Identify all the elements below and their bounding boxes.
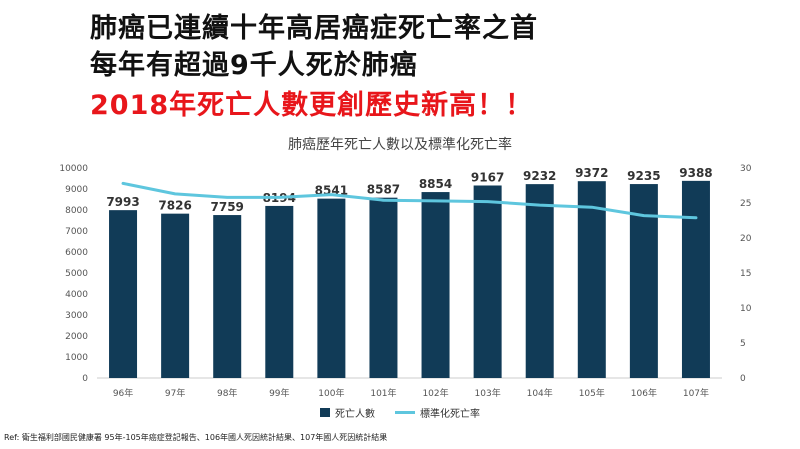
bar	[681, 180, 710, 378]
headline-line-2: 每年有超過9千人死於肺癌	[90, 50, 418, 81]
headline-line-1: 肺癌已連續十年高居癌症死亡率之首	[90, 13, 538, 44]
legend-item-rate: 標準化死亡率	[395, 405, 480, 420]
x-tick-label: 96年	[113, 387, 133, 399]
x-tick-label: 102年	[422, 387, 448, 399]
bar-value-label: 9232	[523, 169, 556, 183]
legend-swatch-line	[395, 411, 415, 414]
x-tick-label: 101年	[370, 387, 396, 399]
x-tick-label: 107年	[683, 387, 709, 399]
legend-label-rate: 標準化死亡率	[420, 409, 480, 420]
bar	[525, 184, 554, 378]
bar-value-label: 8587	[367, 183, 400, 197]
y-left-tick-label: 8000	[65, 206, 88, 216]
y-right-tick-label: 20	[740, 234, 752, 244]
y-right-tick-label: 10	[740, 304, 752, 314]
bar-value-label: 7759	[211, 200, 244, 214]
y-left-tick-label: 5000	[65, 269, 88, 279]
x-tick-label: 99年	[269, 387, 289, 399]
y-right-tick-label: 15	[740, 269, 751, 279]
headline-line-3: 2018年死亡人數更創歷史新高！！	[90, 90, 534, 121]
y-right-tick-label: 0	[740, 374, 746, 384]
y-right-tick-label: 5	[740, 339, 746, 349]
x-tick-label: 106年	[631, 387, 657, 399]
y-left-tick-label: 7000	[65, 227, 88, 237]
bar	[577, 181, 606, 378]
legend-item-deaths: 死亡人數	[320, 405, 375, 420]
bar	[421, 192, 450, 378]
x-tick-label: 97年	[165, 387, 185, 399]
x-tick-label: 105年	[579, 387, 605, 399]
x-tick-label: 103年	[475, 387, 501, 399]
x-tick-label: 100年	[318, 387, 344, 399]
bar-value-label: 9167	[471, 170, 504, 184]
bar	[109, 210, 138, 378]
bar	[213, 215, 242, 378]
bar	[161, 213, 190, 378]
legend-swatch-bar	[320, 408, 330, 417]
y-left-tick-label: 9000	[65, 185, 88, 195]
x-tick-label: 104年	[527, 387, 553, 399]
reference-note: Ref: 衛生福利部國民健康署 95年-105年癌症登記報告、106年國人死因統…	[4, 433, 388, 442]
bar-value-label: 7826	[158, 199, 191, 213]
bar	[317, 198, 346, 378]
bar	[265, 205, 294, 378]
bar	[473, 185, 502, 378]
bar-value-label: 7993	[106, 195, 139, 209]
bar-value-label: 9235	[627, 169, 660, 183]
x-tick-label: 98年	[217, 387, 237, 399]
chart-title: 肺癌歷年死亡人數以及標準化死亡率	[288, 137, 512, 153]
y-left-tick-label: 6000	[65, 248, 88, 258]
y-left-tick-label: 0	[82, 374, 88, 384]
y-right-tick-label: 25	[740, 199, 751, 209]
bar-value-label: 9372	[575, 166, 608, 180]
rate-line	[121, 181, 698, 220]
bar-value-label: 9388	[679, 166, 712, 180]
y-left-tick-label: 4000	[65, 290, 88, 300]
y-left-tick-label: 1000	[65, 353, 88, 363]
y-right-tick-label: 30	[740, 164, 752, 174]
y-left-tick-label: 10000	[59, 164, 88, 174]
chart-legend: 死亡人數 標準化死亡率	[0, 405, 800, 420]
y-left-tick-label: 3000	[65, 311, 88, 321]
bar-value-label: 8854	[419, 177, 452, 191]
legend-label-deaths: 死亡人數	[335, 409, 375, 420]
y-left-tick-label: 2000	[65, 332, 88, 342]
bar	[369, 197, 398, 378]
